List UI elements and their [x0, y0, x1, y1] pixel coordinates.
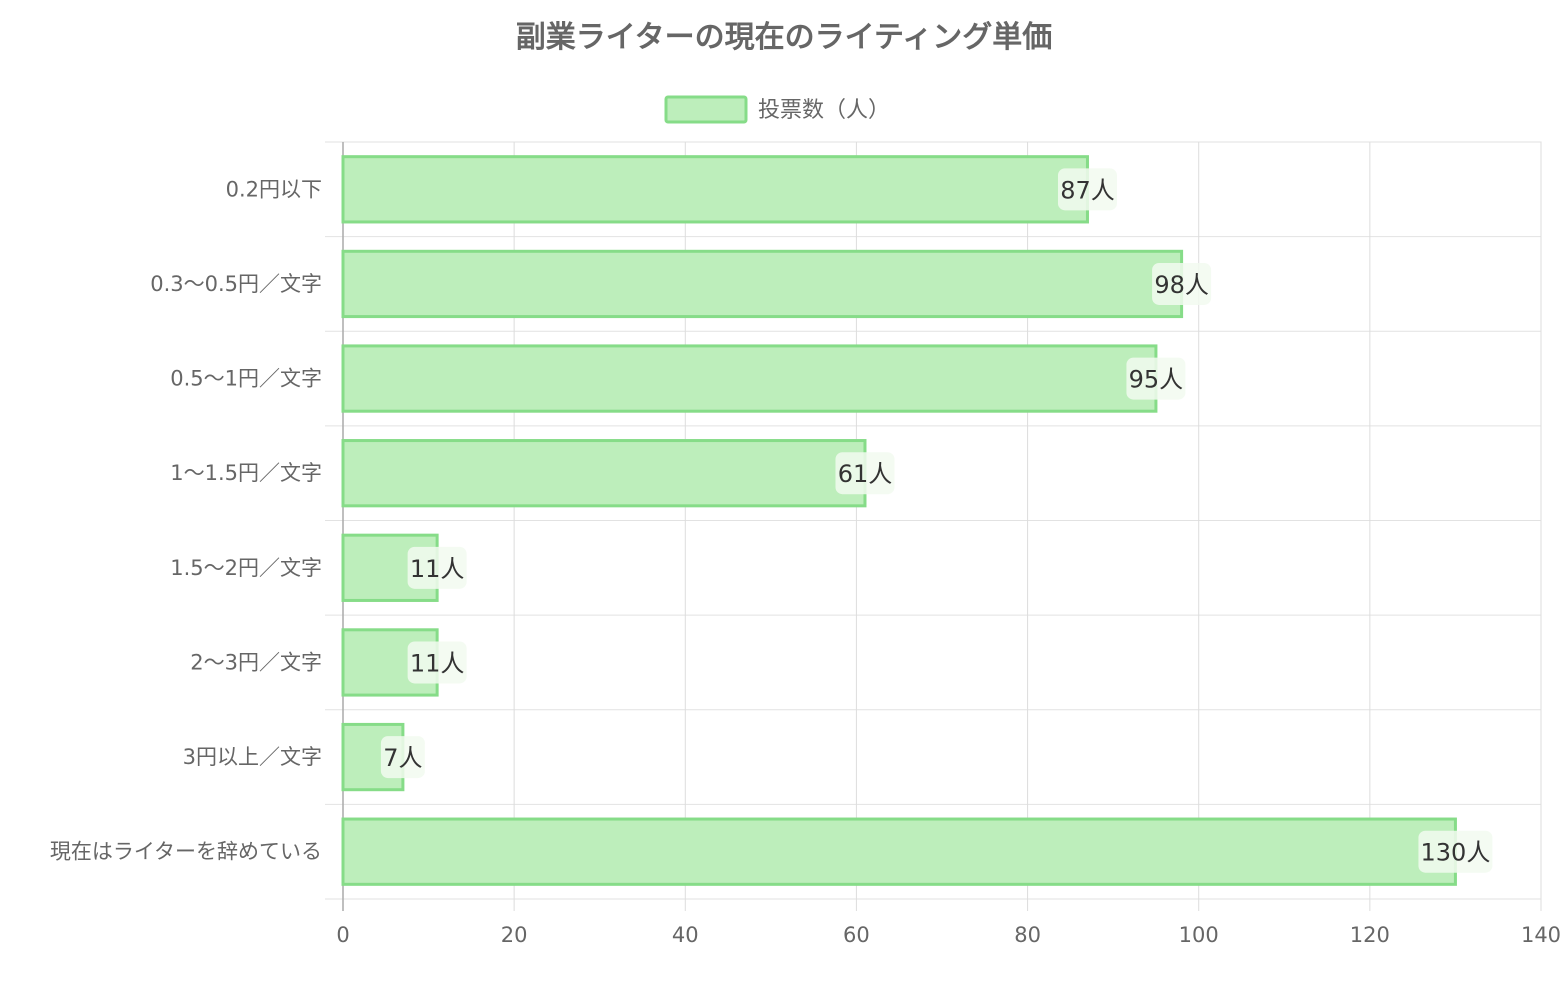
category-label: 3円以上／文字: [183, 745, 322, 769]
data-label: 98人: [1154, 271, 1209, 299]
legend-label: 投票数（人）: [758, 98, 890, 123]
bar[interactable]: [341, 249, 1184, 319]
data-label-bg: [1152, 262, 1212, 305]
x-tick-label: 120: [1350, 923, 1390, 947]
data-labels: 87人 98人 95人 61人 11人 11人 7人 130人: [380, 168, 1493, 873]
bar[interactable]: [341, 439, 867, 508]
bar[interactable]: [341, 344, 1158, 413]
data-label: 11人: [410, 649, 465, 677]
category-label: 1〜1.5円／文字: [170, 461, 322, 485]
category-label: 0.5〜1円／文字: [170, 367, 322, 391]
x-tick-label: 40: [672, 923, 699, 947]
data-label: 87人: [1060, 176, 1115, 204]
x-tick-label: 80: [1014, 923, 1041, 947]
category-axis: 0.2円以下 0.3〜0.5円／文字 0.5〜1円／文字 1〜1.5円／文字 1.5〜2…: [50, 177, 322, 863]
data-label-bg: [1126, 357, 1186, 400]
data-label-bg: [407, 546, 467, 589]
data-label-bg: [1057, 168, 1117, 211]
category-label: 1.5〜2円／文字: [170, 556, 322, 580]
category-label: 0.3〜0.5円／文字: [150, 272, 322, 296]
value-axis: 0 20 40 60 80 100 120 140: [336, 923, 1561, 947]
legend-swatch: [664, 95, 748, 124]
data-label: 130人: [1421, 839, 1491, 867]
data-label: 95人: [1129, 366, 1184, 394]
category-label: 現在はライターを辞めている: [50, 840, 322, 864]
legend[interactable]: 投票数（人）: [664, 95, 890, 124]
bar[interactable]: [341, 817, 1457, 886]
x-tick-label: 60: [843, 923, 870, 947]
chart-title: 副業ライターの現在のライティング単価: [516, 20, 1052, 55]
bar[interactable]: [341, 155, 1089, 224]
data-label-bg: [407, 641, 467, 684]
data-label: 11人: [410, 555, 465, 583]
data-label: 61人: [838, 460, 893, 488]
data-label-bg: [1418, 830, 1493, 873]
data-label-bg: [835, 452, 895, 495]
category-label: 2〜3円／文字: [190, 650, 322, 674]
x-tick-label: 140: [1521, 923, 1561, 947]
x-tick-label: 20: [501, 923, 528, 947]
x-tick-label: 100: [1179, 923, 1219, 947]
data-label: 7人: [383, 744, 422, 772]
category-label: 0.2円以下: [226, 177, 322, 201]
x-tick-label: 0: [336, 923, 349, 947]
data-label-bg: [380, 736, 425, 779]
